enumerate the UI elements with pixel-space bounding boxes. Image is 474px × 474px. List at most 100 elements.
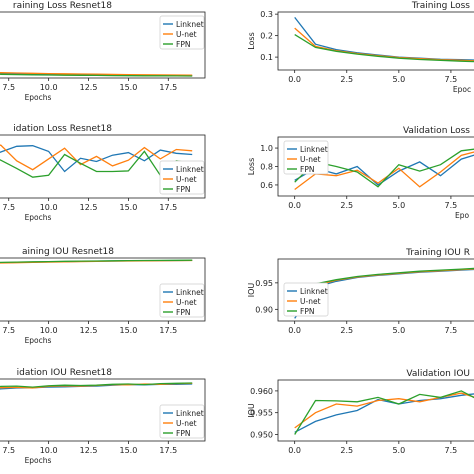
y-tick-label: 0.3	[260, 10, 273, 19]
plot-frame	[0, 134, 206, 199]
series-line-fpn	[0, 259, 193, 264]
x-axis-label: Epochs	[25, 93, 52, 102]
x-tick-label: 15.0	[120, 446, 138, 455]
x-tick-label: 12.5	[80, 203, 98, 212]
train-iou-r18-panel: aining IOU Resnet18 7.5 10.0 12.5 15.0 17.5 Ep…	[0, 247, 206, 345]
legend-label: FPN	[176, 429, 190, 438]
train-loss-r34-panel: Training Loss 0.0 2.5 5.0 7.5 0.1 0.2 0.3 Epoc Lo…	[247, 1, 474, 94]
x-tick-label: 12.5	[80, 326, 98, 335]
val-loss-r34-panel: Validation Loss 0.0 2.5 5.0 7.5 0.6 0.8 1.0 Epo L…	[247, 126, 474, 220]
x-tick-label: 17.5	[159, 326, 177, 335]
plot-frame	[0, 11, 206, 79]
chart-title: Training IOU R	[405, 248, 470, 258]
x-tick-label: 7.5	[2, 326, 15, 335]
train-loss-r18-panel: raining Loss Resnet18 7.5 10.0 12.5 15.0 17.5…	[0, 1, 206, 102]
x-tick-label: 10.0	[40, 83, 58, 92]
legend-label: U-net	[300, 297, 321, 306]
series-line-linknet	[294, 17, 474, 61]
x-axis-label: Epo	[455, 211, 469, 220]
y-axis-label: IOU	[247, 283, 256, 298]
legend-label: Linknet	[176, 288, 204, 297]
y-tick-label: 0.6	[260, 181, 273, 190]
x-tick-label: 2.5	[340, 326, 353, 335]
x-tick-label: 12.5	[80, 446, 98, 455]
y-axis-label: Loss	[247, 158, 256, 176]
val-iou-r34-panel: Validation IOU 0.0 2.5 5.0 7.5 0.950 0.955 0.96…	[247, 369, 474, 455]
x-tick-label: 2.5	[340, 75, 353, 84]
x-axis-label: Epochs	[25, 456, 52, 465]
y-tick-label: 1.0	[260, 144, 273, 153]
x-tick-label: 12.5	[80, 83, 98, 92]
x-tick-label: 7.5	[2, 446, 15, 455]
chart-title: aining IOU Resnet18	[22, 247, 114, 257]
x-tick-label: 7.5	[445, 201, 458, 210]
x-axis-label: Epochs	[25, 213, 52, 222]
chart-title: Training Loss	[411, 1, 470, 11]
x-tick-label: 10.0	[40, 203, 58, 212]
x-tick-label: 5.0	[392, 201, 405, 210]
x-tick-label: 5.0	[392, 75, 405, 84]
legend-label: FPN	[176, 185, 190, 194]
x-tick-label: 10.0	[40, 326, 58, 335]
y-axis-label: IOU	[247, 403, 256, 418]
legend-label: Linknet	[176, 409, 204, 418]
x-tick-label: 0.0	[288, 75, 301, 84]
legend-label: FPN	[300, 307, 314, 316]
series-line-fpn	[0, 73, 193, 77]
series-line-unet	[0, 144, 193, 171]
chart-title: raining Loss Resnet18	[13, 1, 112, 11]
x-tick-label: 10.0	[40, 446, 58, 455]
y-tick-label: 0.95	[255, 279, 273, 288]
series-line-fpn	[294, 390, 474, 435]
x-tick-label: 5.0	[392, 446, 405, 455]
series-line-unet	[294, 392, 474, 429]
plot-frame	[277, 379, 474, 442]
series-line-linknet	[294, 393, 474, 433]
x-tick-label: 15.0	[120, 326, 138, 335]
plot-frame	[0, 378, 206, 442]
y-axis-label: Loss	[247, 32, 256, 50]
x-tick-label: 0.0	[288, 201, 301, 210]
x-tick-label: 7.5	[2, 203, 15, 212]
x-tick-label: 7.5	[445, 326, 458, 335]
series-line-fpn	[0, 150, 193, 178]
x-tick-label: 7.5	[2, 83, 15, 92]
legend-label: FPN	[300, 165, 314, 174]
x-tick-label: 0.0	[288, 326, 301, 335]
val-iou-r18-panel: idation IOU Resnet18 7.5 10.0 12.5 15.0 17.5 E…	[0, 368, 206, 465]
x-axis-label: Epoc	[453, 85, 471, 94]
x-tick-label: 7.5	[445, 446, 458, 455]
chart-title: idation IOU Resnet18	[17, 368, 113, 378]
x-tick-label: 5.0	[392, 326, 405, 335]
legend-label: U-net	[176, 419, 197, 428]
x-tick-label: 17.5	[159, 83, 177, 92]
legend-label: Linknet	[176, 165, 204, 174]
x-tick-label: 17.5	[159, 203, 177, 212]
chart-title: Validation IOU	[406, 369, 470, 379]
legend-label: U-net	[176, 175, 197, 184]
legend-label: U-net	[300, 155, 321, 164]
legend-label: Linknet	[300, 145, 328, 154]
x-axis-label: Epochs	[25, 336, 52, 345]
legend-label: FPN	[176, 308, 190, 317]
y-tick-label: 0.950	[250, 430, 273, 439]
x-tick-label: 15.0	[120, 203, 138, 212]
series-line-fpn	[0, 382, 193, 388]
y-tick-label: 0.955	[250, 409, 273, 418]
legend-label: U-net	[176, 298, 197, 307]
series-line-fpn	[294, 267, 474, 294]
legend-label: U-net	[176, 30, 197, 39]
series-line-unet	[0, 72, 193, 76]
y-tick-label: 0.960	[250, 387, 273, 396]
x-tick-label: 2.5	[340, 446, 353, 455]
y-tick-label: 0.1	[260, 53, 273, 62]
legend-label: Linknet	[176, 20, 204, 29]
